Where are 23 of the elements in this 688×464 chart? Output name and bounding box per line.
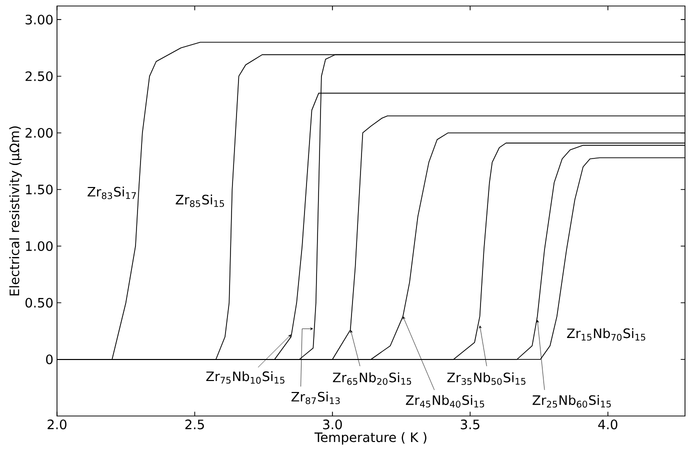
y-tick-label: 1.50 [26,184,53,194]
series-label: Zr$_{65}$Nb$_{20}$Si$_{15}$ [332,372,412,385]
y-axis-title: Electrical resistivity (μΩm) [9,126,22,296]
y-tick-label: 0.50 [26,298,53,308]
text: Zr$_{45}$Nb$_{40}$Si$_{15}$ [406,394,484,408]
x-axis-title: Temperature ( K ) [314,432,426,445]
y-tick-label: 2.50 [26,71,53,82]
x-tick-label: 2.0 [48,420,66,430]
y-tick-label: 2.00 [26,128,53,138]
y-tick-label: 0 [46,354,53,364]
y-tick-label: 1.00 [26,241,53,252]
text: Zr$_{25}$Nb$_{60}$Si$_{15}$ [532,394,611,408]
x-tick-label: 2.5 [185,420,204,430]
x-tick-label: 4.0 [598,420,618,430]
legend-label: Zr$_{83}$Si$_{17}$ [88,186,136,200]
x-tick-label: 3.5 [460,420,480,430]
series-label: Zr$_{15}$Nb$_{70}$Si$_{15}$ [567,328,646,341]
series-label: Zr$_{85}$Si$_{15}$ [176,194,224,208]
x-tick-label: 3.0 [323,420,342,430]
y-tick-label: 3.00 [26,14,53,24]
series-label: Zr$_{75}$Nb$_{10}$Si$_{15}$ [206,371,284,384]
text: Zr$_{87}$Si$_{13}$ [291,392,340,404]
series-label: Zr$_{35}$Nb$_{50}$Si$_{15}$ [447,372,526,385]
